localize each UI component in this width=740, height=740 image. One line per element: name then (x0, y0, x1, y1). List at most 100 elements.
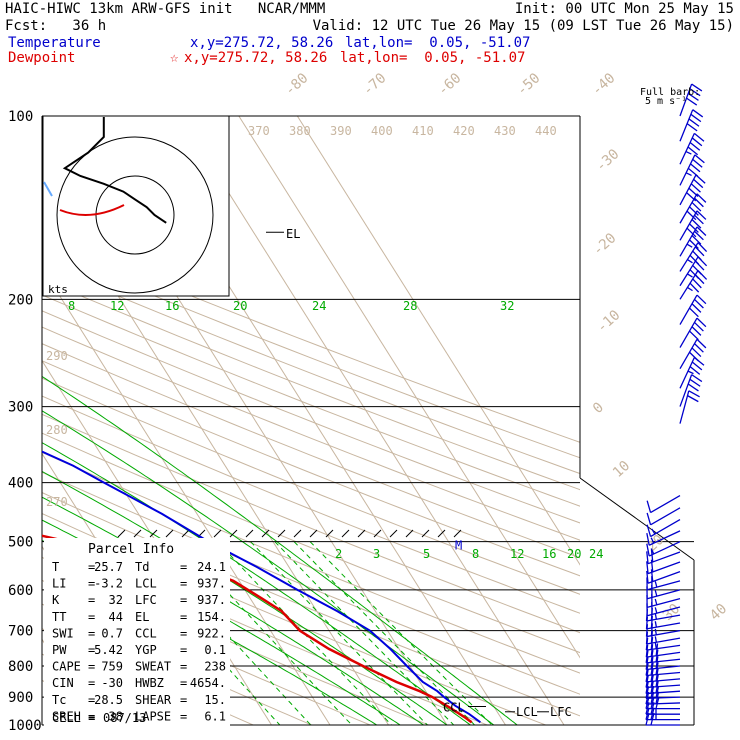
tick-mark (117, 529, 126, 538)
parcel-val-b: 24.1 (197, 560, 226, 574)
barb-flag (694, 154, 705, 164)
barb-flag (692, 278, 702, 289)
barb-flag (691, 326, 702, 336)
barb-half-flag (687, 259, 693, 264)
barb-flag (691, 83, 703, 92)
barb-flag (645, 702, 650, 715)
barb-flag (696, 210, 707, 220)
parcel-info-title: Parcel Info (88, 542, 174, 557)
wind-barb (679, 109, 704, 142)
temperature-legend-label: Temperature (8, 35, 101, 51)
parcel-equals: = (180, 660, 187, 674)
wind-barb (679, 374, 703, 407)
barb-flag (650, 569, 654, 582)
barb-flag (646, 532, 650, 546)
theta-label: 280 (46, 423, 68, 437)
dry-adiabat-line (42, 471, 580, 695)
isotherm-label: 0 (590, 399, 607, 417)
barb-flag (646, 551, 649, 564)
barb-flag (694, 214, 704, 225)
barb-flag (646, 543, 650, 557)
tick-mark (325, 529, 334, 538)
isotherm-label: -60 (435, 70, 465, 99)
dry-adiabat-line (42, 395, 580, 614)
barb-flag (696, 193, 707, 203)
barb-half-flag (654, 628, 658, 635)
tick-mark (309, 529, 318, 538)
parcel-equals: = (180, 643, 187, 657)
model-title: HAIC-HIWC 13km ARW-GFS init NCAR/MMM (5, 1, 326, 17)
wind-barb (646, 569, 681, 584)
theta-label: 430 (494, 124, 516, 138)
dry-adiabat-line (42, 278, 580, 491)
mixing-ratio-label: 24 (589, 547, 603, 561)
dry-adiabat-line (42, 432, 580, 654)
barb-legend-title: Full barb: (640, 87, 700, 98)
moist-adiabat-line (42, 442, 471, 725)
barb-flag (650, 656, 654, 670)
barb-flag (697, 242, 708, 252)
wind-barb (646, 507, 681, 526)
temperature-xy: x,y=275.72, 58.26 (190, 35, 334, 51)
lcl-marker: LCL (516, 705, 538, 719)
moist-adiabat-label: 28 (403, 299, 417, 313)
barb-flag (645, 691, 650, 705)
dewpoint-legend-label: Dewpoint (8, 50, 76, 66)
isotherm-label: -40 (589, 70, 619, 99)
parcel-val-b: 6.1 (204, 709, 226, 723)
parcel-equals: = (88, 593, 95, 607)
barb-flag (687, 146, 699, 156)
ccl-marker: CCL (443, 701, 465, 715)
barb-flag (650, 662, 654, 676)
dewpoint-latlon: lat,lon= 0.05, -51.07 (340, 50, 526, 66)
tick-mark (405, 529, 414, 538)
parcel-label-a: K (52, 593, 60, 607)
mixing-ratio-line (217, 541, 392, 725)
parcel-label-a: CIN (52, 676, 74, 690)
parcel-equals: = (88, 693, 95, 707)
parcel-label-b: LAPSE (135, 709, 171, 723)
pressure-label: 500 (8, 535, 33, 551)
parcel-equals: = (180, 709, 187, 723)
barb-flag (646, 570, 649, 584)
barb-flag (694, 274, 705, 285)
barb-flag (691, 361, 703, 371)
wind-barb (645, 712, 680, 726)
dewpoint-line (42, 534, 473, 724)
parcel-equals: = (180, 593, 187, 607)
parcel-equals: = (180, 626, 187, 640)
barb-half-flag (650, 537, 655, 544)
barb-flag (650, 685, 655, 699)
hodograph-kts-label: kts (48, 283, 68, 296)
barb-flag (650, 674, 654, 688)
hodograph-storm-motion (59, 204, 125, 216)
dry-adiabat-line (42, 579, 371, 725)
parcel-label-b: YGP (135, 643, 157, 657)
moist-adiabat-line (42, 375, 518, 725)
wind-barb (679, 356, 705, 389)
parcel-val-a: 759 (101, 660, 123, 674)
dry-adiabat-line (42, 263, 580, 475)
tick-mark (389, 529, 398, 538)
parcel-label-a: CAPE (52, 660, 81, 674)
barb-flag (645, 696, 650, 709)
wind-barb (679, 193, 707, 224)
parcel-label-b: HWBZ (135, 676, 164, 690)
parcel-val-a: 5.42 (94, 643, 123, 657)
wind-barb (679, 390, 700, 424)
mixing-ratio-line (293, 541, 475, 725)
theta-label: 270 (46, 495, 68, 509)
wind-barb (679, 294, 707, 325)
parcel-equals: = (88, 610, 95, 624)
moist-adiabat-label: 12 (110, 299, 124, 313)
barb-flag (691, 235, 702, 245)
barb-flag (646, 561, 649, 574)
parcel-val-a: 44 (109, 610, 123, 624)
barb-flag (691, 374, 703, 383)
moist-adiabat-label: 32 (500, 299, 514, 313)
tick-mark (437, 529, 446, 538)
barb-half-flag (654, 636, 658, 643)
parcel-val-b: 937. (197, 577, 226, 591)
barb-flag (691, 201, 702, 212)
